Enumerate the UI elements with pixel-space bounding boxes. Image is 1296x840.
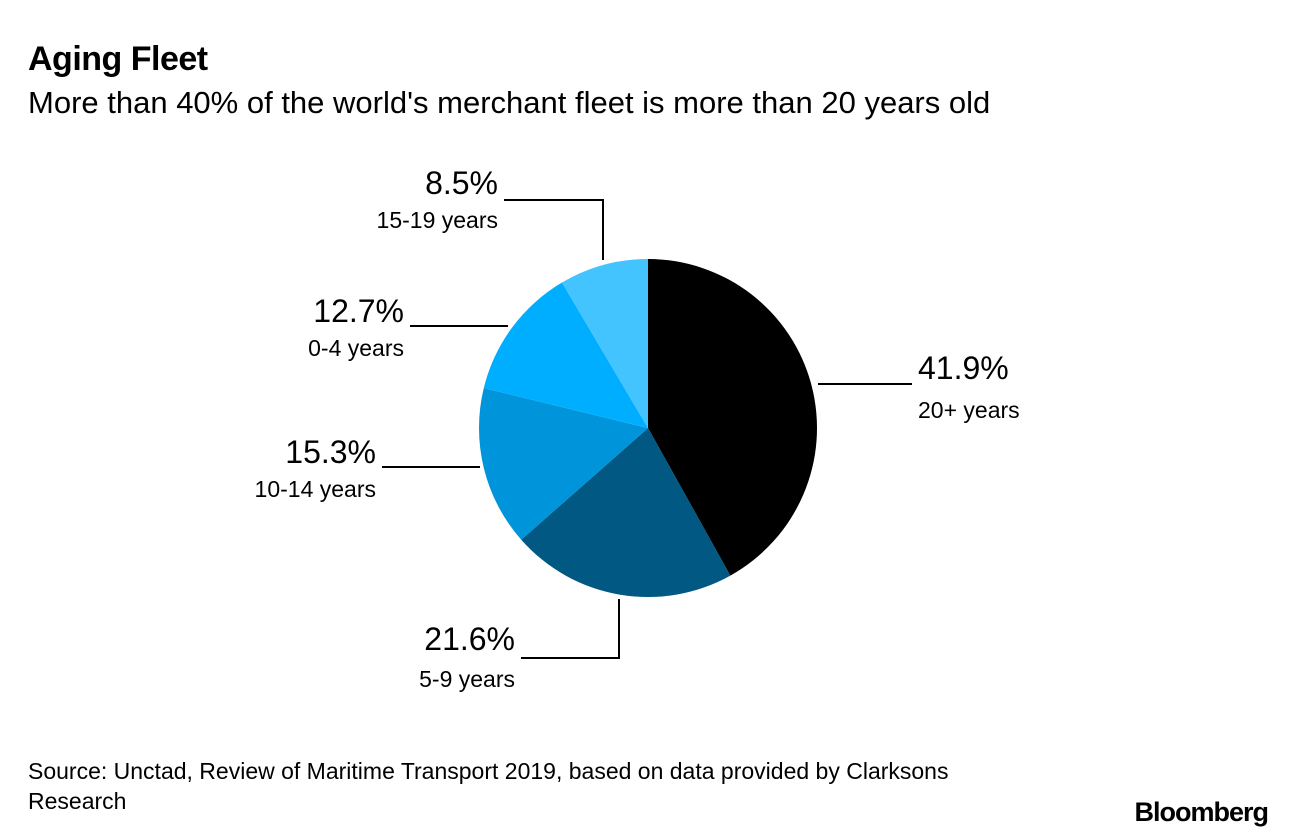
pie-slices — [478, 258, 818, 598]
value-label-15-19-years: 8.5% — [425, 165, 498, 201]
value-label-5-9-years: 21.6% — [424, 621, 515, 657]
pie-labels: 41.9% 20+ years 21.6% 5-9 years 15.3% 10-14 y… — [255, 165, 1020, 692]
category-label-20-years: 20+ years — [918, 397, 1020, 423]
pie-slice-20-years — [648, 259, 818, 576]
value-label-10-14-years: 15.3% — [285, 434, 376, 470]
source-note: Source: Unctad, Review of Maritime Trans… — [28, 758, 949, 814]
leader-line-15-19-years — [504, 199, 604, 260]
bloomberg-logo: Bloomberg — [1134, 797, 1269, 827]
value-label-20-years: 41.9% — [918, 350, 1009, 386]
chart-title: Aging Fleet — [28, 40, 208, 78]
category-label-0-4-years: 0-4 years — [308, 335, 404, 361]
leader-line-5-9-years — [521, 599, 620, 659]
pie-slice-15-19-years — [561, 258, 648, 428]
pie-slice-0-4-years — [483, 282, 648, 428]
pie-slice-10-14-years — [478, 388, 648, 540]
value-label-0-4-years: 12.7% — [313, 293, 404, 329]
category-label-10-14-years: 10-14 years — [255, 476, 376, 502]
category-label-15-19-years: 15-19 years — [377, 207, 498, 233]
chart-subtitle: More than 40% of the world's merchant fl… — [28, 85, 991, 120]
pie-slice-5-9-years — [521, 428, 731, 598]
category-label-5-9-years: 5-9 years — [419, 666, 515, 692]
